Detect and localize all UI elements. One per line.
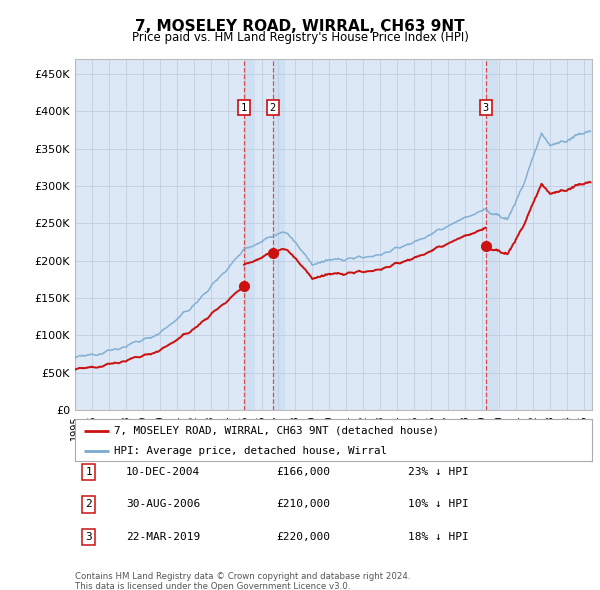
Text: £220,000: £220,000: [276, 532, 330, 542]
Text: Price paid vs. HM Land Registry's House Price Index (HPI): Price paid vs. HM Land Registry's House …: [131, 31, 469, 44]
Text: Contains HM Land Registry data © Crown copyright and database right 2024.: Contains HM Land Registry data © Crown c…: [75, 572, 410, 581]
Text: 23% ↓ HPI: 23% ↓ HPI: [408, 467, 469, 477]
Text: 2: 2: [269, 103, 276, 113]
Text: £210,000: £210,000: [276, 500, 330, 509]
Text: HPI: Average price, detached house, Wirral: HPI: Average price, detached house, Wirr…: [114, 446, 387, 455]
Text: 22-MAR-2019: 22-MAR-2019: [126, 532, 200, 542]
Text: £166,000: £166,000: [276, 467, 330, 477]
Text: 10% ↓ HPI: 10% ↓ HPI: [408, 500, 469, 509]
Bar: [273, 59, 284, 410]
Text: 18% ↓ HPI: 18% ↓ HPI: [408, 532, 469, 542]
Text: 3: 3: [85, 532, 92, 542]
Text: 30-AUG-2006: 30-AUG-2006: [126, 500, 200, 509]
Text: 10-DEC-2004: 10-DEC-2004: [126, 467, 200, 477]
Bar: [244, 59, 256, 410]
Text: 7, MOSELEY ROAD, WIRRAL, CH63 9NT: 7, MOSELEY ROAD, WIRRAL, CH63 9NT: [135, 19, 465, 34]
Bar: [486, 59, 497, 410]
Text: 1: 1: [241, 103, 247, 113]
Text: 1: 1: [85, 467, 92, 477]
Text: 2: 2: [85, 500, 92, 509]
Text: 3: 3: [482, 103, 489, 113]
Text: This data is licensed under the Open Government Licence v3.0.: This data is licensed under the Open Gov…: [75, 582, 350, 590]
Text: 7, MOSELEY ROAD, WIRRAL, CH63 9NT (detached house): 7, MOSELEY ROAD, WIRRAL, CH63 9NT (detac…: [114, 426, 439, 436]
